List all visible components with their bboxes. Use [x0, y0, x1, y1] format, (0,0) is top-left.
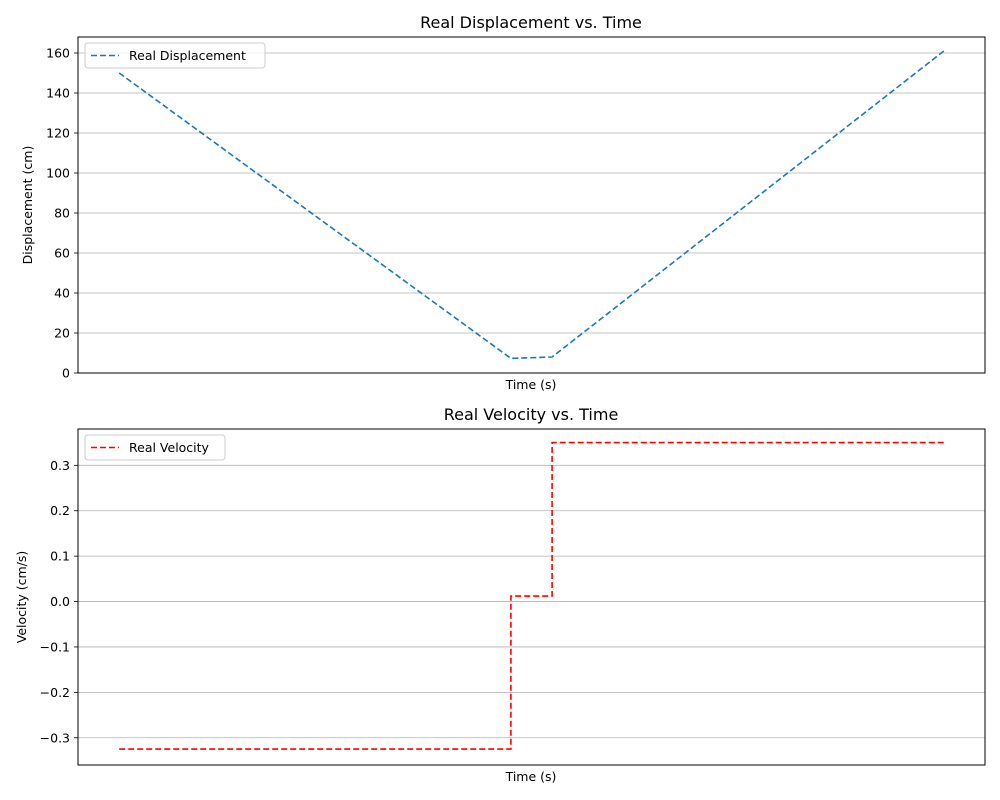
displacement-subplot: Real Displacement vs. Time 0 20 40 60 80 100 1… — [20, 13, 986, 392]
displacement-series-lines — [118, 50, 945, 360]
y-tick-label: 0 — [62, 366, 70, 381]
y-tick-label: −0.2 — [40, 685, 70, 700]
velocity-subplot: Real Velocity vs. Time −0.3 −0.2 −0.1 0.0 0.… — [14, 405, 986, 784]
series-line-real-velocity — [119, 441, 944, 750]
y-tick-label: 20 — [54, 326, 70, 341]
y-tick-label: 0.1 — [50, 549, 70, 564]
velocity-series-lines — [119, 441, 944, 750]
velocity-gridlines — [78, 464, 985, 739]
velocity-x-axis-label: Time (s) — [505, 769, 557, 784]
velocity-chart-title: Real Velocity vs. Time — [444, 405, 619, 424]
y-tick-label: 120 — [46, 126, 70, 141]
legend-entry-real-displacement: Real Displacement — [129, 48, 246, 63]
y-tick-label: 0.0 — [50, 594, 70, 609]
displacement-y-axis-label: Displacement (cm) — [20, 146, 35, 265]
displacement-y-ticks: 0 20 40 60 80 100 120 140 160 — [46, 46, 78, 381]
series-line-real-displacement — [118, 50, 945, 360]
y-tick-label: 40 — [54, 286, 70, 301]
displacement-x-axis-label: Time (s) — [505, 377, 557, 392]
y-tick-label: 80 — [54, 206, 70, 221]
velocity-axes-frame — [77, 428, 986, 766]
displacement-axes-frame — [77, 36, 986, 374]
y-tick-label: 0.3 — [50, 458, 70, 473]
displacement-chart-title: Real Displacement vs. Time — [420, 13, 642, 32]
displacement-legend-box — [84, 42, 266, 69]
velocity-legend-box — [84, 434, 226, 461]
y-tick-label: 160 — [46, 46, 70, 61]
y-tick-label: 60 — [54, 246, 70, 261]
velocity-legend: Real Velocity — [84, 434, 226, 461]
displacement-gridlines — [78, 52, 985, 374]
y-tick-label: −0.3 — [40, 730, 70, 745]
y-tick-label: 140 — [46, 86, 70, 101]
velocity-y-ticks: −0.3 −0.2 −0.1 0.0 0.1 0.2 0.3 — [40, 458, 78, 745]
displacement-legend: Real Displacement — [84, 42, 266, 69]
y-tick-label: −0.1 — [40, 639, 70, 654]
y-tick-label: 100 — [46, 166, 70, 181]
legend-entry-real-velocity: Real Velocity — [129, 440, 210, 455]
y-tick-label: 0.2 — [50, 503, 70, 518]
velocity-y-axis-label: Velocity (cm/s) — [14, 551, 29, 644]
